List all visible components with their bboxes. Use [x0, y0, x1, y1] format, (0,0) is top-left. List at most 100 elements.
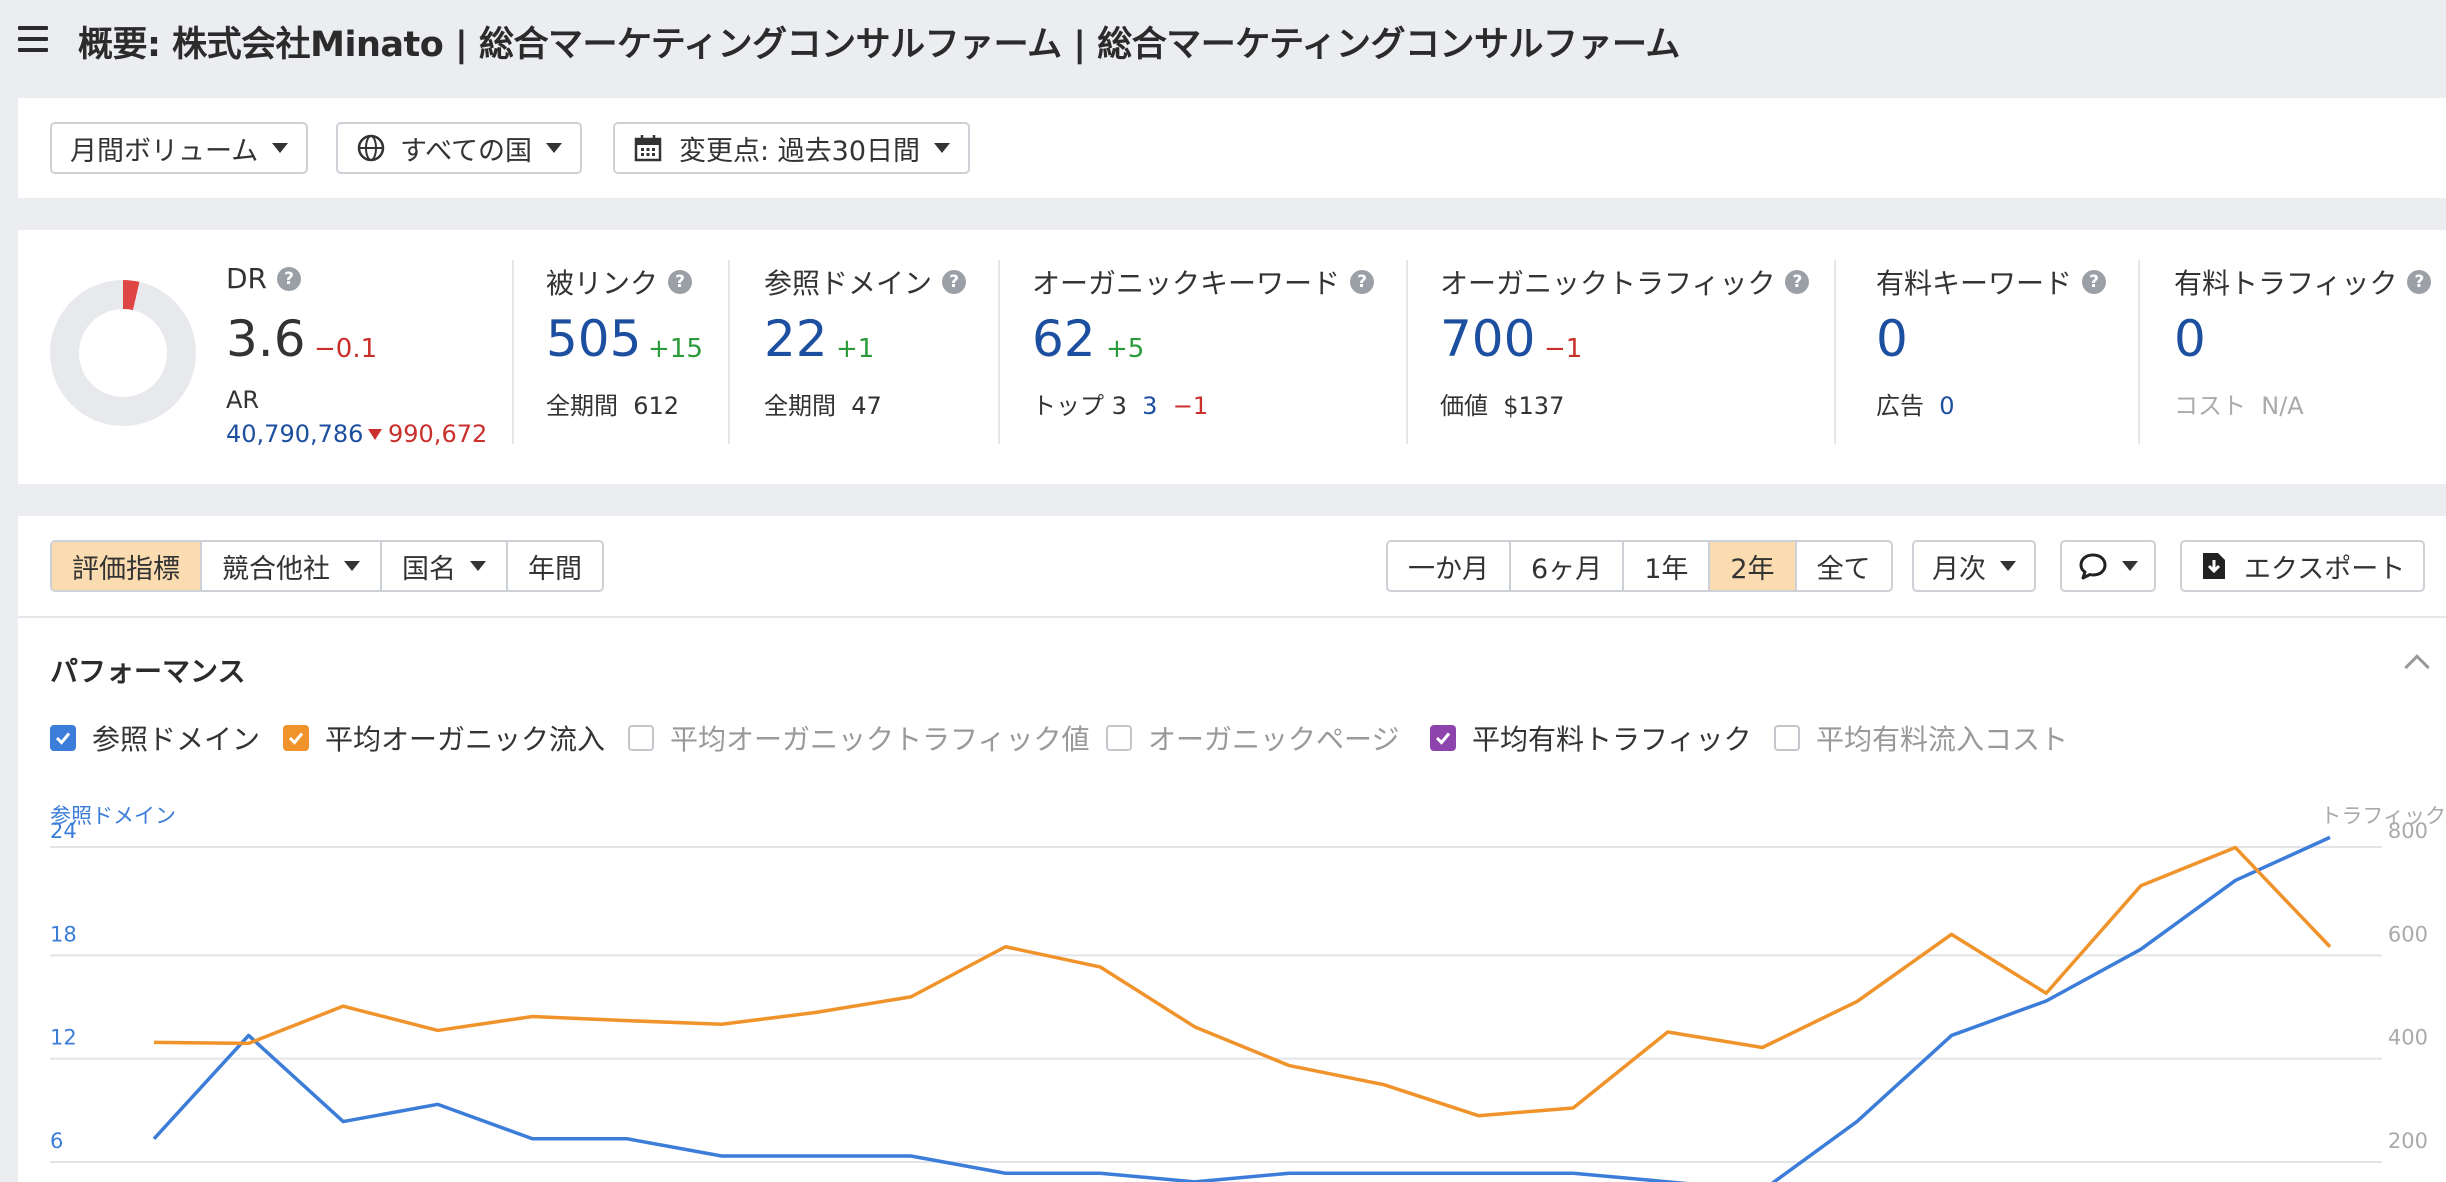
ref-domains-value[interactable]: 22	[764, 310, 828, 368]
legend-label: 平均有料トラフィック	[1472, 723, 1752, 756]
checkbox-unchecked-icon[interactable]	[628, 725, 654, 751]
ref-domains-label-text: 参照ドメイン	[764, 267, 933, 300]
checkbox-unchecked-icon[interactable]	[1106, 725, 1132, 751]
ads-value[interactable]: 0	[1939, 392, 1955, 420]
right-tick-label: 400	[2388, 1026, 2428, 1050]
ads-label: 広告	[1876, 392, 1924, 420]
comment-icon	[2079, 553, 2107, 580]
dr-label: DR ?	[226, 262, 302, 295]
globe-icon	[357, 134, 385, 162]
changes-dropdown[interactable]: 変更点: 過去30日間	[613, 122, 971, 174]
right-tick-label: 200	[2388, 1129, 2428, 1153]
caret-down-icon	[344, 561, 360, 571]
checkbox-checked-icon[interactable]	[1430, 725, 1456, 751]
range-all[interactable]: 全て	[1816, 553, 1871, 585]
changes-dropdown-label: 変更点: 過去30日間	[679, 135, 921, 167]
country-dropdown[interactable]: すべての国	[336, 122, 583, 174]
organic-keywords-top3: トップ 3 3 −1	[1032, 386, 1208, 421]
paid-traffic-value[interactable]: 0	[2174, 310, 2206, 368]
organic-keywords-value[interactable]: 62	[1032, 310, 1096, 368]
help-icon[interactable]: ?	[2082, 270, 2107, 294]
paid-keywords-ads: 広告 0	[1876, 386, 1955, 421]
annotations-dropdown[interactable]	[2060, 540, 2156, 592]
volume-dropdown-label: 月間ボリューム	[70, 135, 259, 167]
legend-label: 平均オーガニック流入	[325, 723, 606, 756]
left-axis-title: 参照ドメイン	[50, 804, 176, 828]
tab-country[interactable]: 国名	[382, 542, 508, 590]
legend-item[interactable]: 平均有料流入コスト	[1774, 718, 2068, 758]
ref-domains-all-time-value: 47	[851, 392, 882, 420]
backlinks-value[interactable]: 505	[546, 310, 642, 368]
tab-metrics[interactable]: 評価指標	[52, 542, 202, 590]
paid-keywords-value[interactable]: 0	[1876, 310, 1908, 368]
divider	[1834, 260, 1836, 444]
tab-yearly[interactable]: 年間	[528, 553, 582, 585]
ref-domains-series-line	[152, 835, 2331, 1182]
country-dropdown-label: すべての国	[400, 135, 533, 167]
help-icon[interactable]: ?	[668, 270, 693, 294]
dr-delta: −0.1	[314, 334, 378, 364]
ar-delta: 990,672	[368, 420, 487, 448]
help-icon[interactable]: ?	[277, 266, 302, 291]
divider	[18, 616, 2446, 618]
ar-value[interactable]: 40,790,786	[226, 420, 364, 448]
ref-domains-all-time: 全期間 47	[764, 386, 882, 421]
range-1-year[interactable]: 1年	[1624, 542, 1711, 590]
interval-dropdown[interactable]: 月次	[1912, 540, 2036, 592]
help-icon[interactable]: ?	[2407, 270, 2432, 294]
traffic-worth-value: $137	[1503, 392, 1565, 420]
performance-title: パフォーマンス	[50, 655, 246, 688]
interval-dropdown-label: 月次	[1932, 553, 1986, 585]
legend-label: 参照ドメイン	[92, 723, 261, 756]
caret-down-icon	[546, 143, 563, 153]
range-1-month[interactable]: 一か月	[1388, 542, 1511, 590]
traffic-worth-label: 価値	[1440, 392, 1488, 420]
range-2-years[interactable]: 2年	[1710, 542, 1797, 590]
paid-traffic-cost: コスト N/A	[2174, 386, 2304, 421]
range-6-months[interactable]: 6ヶ月	[1511, 542, 1625, 590]
caret-down-icon	[272, 143, 289, 153]
ar-delta-value: 990,672	[388, 420, 488, 448]
backlinks-delta: +15	[648, 334, 703, 364]
organic-traffic-label-text: オーガニックトラフィック	[1440, 267, 1776, 300]
help-icon[interactable]: ?	[1350, 270, 1375, 294]
organic-keywords-label-text: オーガニックキーワード	[1032, 267, 1341, 300]
checkbox-unchecked-icon[interactable]	[1774, 725, 1800, 751]
right-axis-title: トラフィック	[2320, 804, 2446, 828]
caret-down-icon	[2000, 561, 2016, 571]
legend-item[interactable]: 平均有料トラフィック	[1430, 718, 1751, 758]
legend-item[interactable]: 平均オーガニックトラフィック値	[628, 718, 1089, 758]
paid-keywords-label: 有料キーワード ?	[1876, 262, 2107, 302]
performance-chart: 24 800 18 600 12 400 6 200	[50, 819, 2428, 1182]
organic-traffic-series-line	[153, 845, 2332, 1118]
legend-label: 平均有料流入コスト	[1816, 723, 2069, 756]
divider	[512, 260, 514, 444]
top3-delta: −1	[1172, 392, 1209, 420]
left-tick-label: 18	[50, 922, 77, 946]
menu-icon[interactable]	[18, 26, 48, 52]
backlinks-label-text: 被リンク	[546, 267, 659, 300]
export-button[interactable]: エクスポート	[2180, 540, 2426, 592]
paid-traffic-label: 有料トラフィック ?	[2174, 262, 2432, 302]
arrow-down-icon	[368, 428, 382, 440]
volume-dropdown[interactable]: 月間ボリューム	[50, 122, 309, 174]
download-icon	[2203, 553, 2225, 579]
top-bar: 概要: 株式会社Minato | 総合マーケティングコンサルファーム | 総合マ…	[0, 0, 2446, 84]
legend-item[interactable]: オーガニックページ	[1106, 718, 1399, 758]
organic-traffic-value[interactable]: 700	[1440, 310, 1536, 368]
top3-label: トップ 3	[1032, 392, 1127, 420]
ref-domains-delta: +1	[836, 334, 875, 364]
dr-label-text: DR	[226, 262, 268, 295]
stats-panel: DR ? 3.6 −0.1 AR 40,790,786 990,672 被リンク…	[18, 230, 2446, 484]
help-icon[interactable]: ?	[942, 270, 967, 294]
tab-competitors[interactable]: 競合他社	[202, 542, 382, 590]
top3-value[interactable]: 3	[1142, 392, 1158, 420]
divider	[728, 260, 730, 444]
divider	[998, 260, 1000, 444]
help-icon[interactable]: ?	[1785, 270, 1810, 294]
checkbox-checked-icon[interactable]	[50, 725, 76, 751]
legend-item[interactable]: 平均オーガニック流入	[283, 718, 605, 758]
checkbox-checked-icon[interactable]	[283, 725, 309, 751]
cost-label: コスト	[2174, 392, 2246, 420]
legend-item[interactable]: 参照ドメイン	[50, 718, 260, 758]
